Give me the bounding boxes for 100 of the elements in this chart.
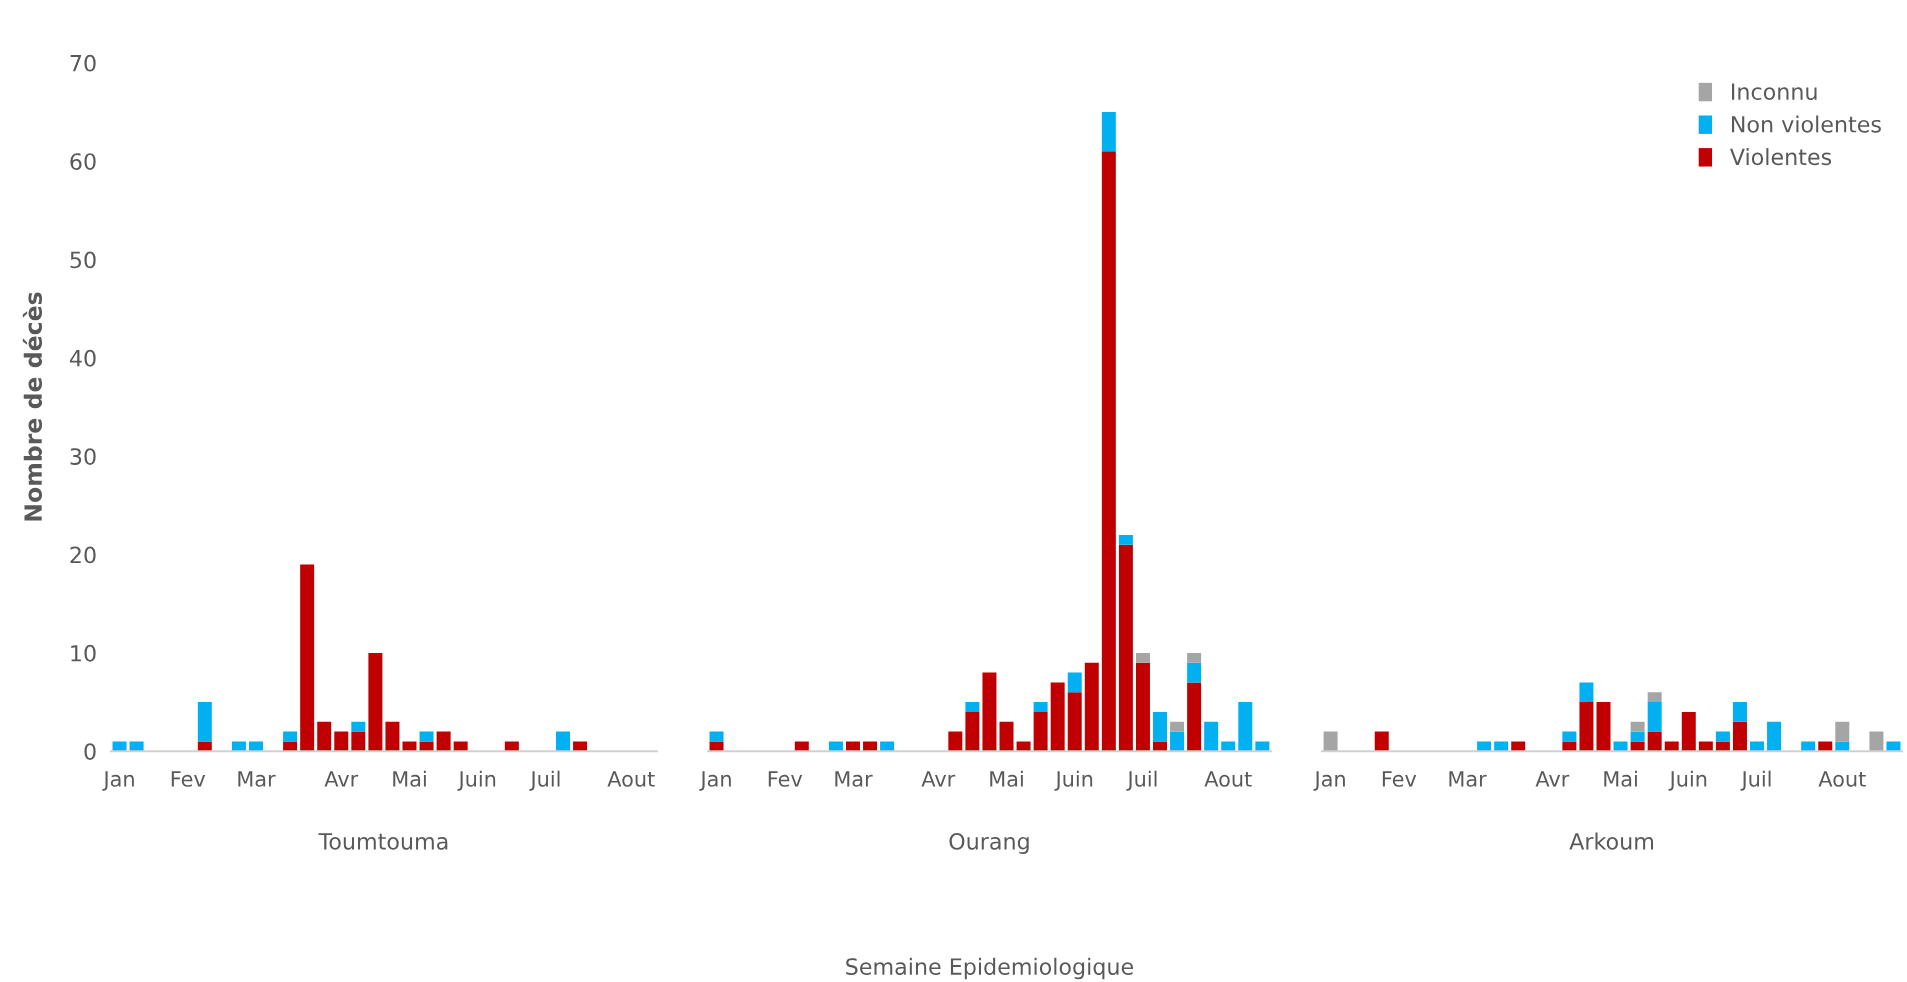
bar — [1050, 682, 1065, 752]
y-tick-label: 70 — [70, 54, 96, 72]
bar — [1562, 741, 1577, 752]
bar — [1067, 672, 1082, 693]
bar — [965, 711, 980, 752]
bar — [982, 672, 997, 752]
bar — [419, 731, 434, 742]
bar — [504, 741, 519, 752]
x-tick-label: Aout — [1204, 771, 1252, 787]
y-tick-label: 60 — [70, 153, 96, 170]
x-tick-label: Fev — [768, 771, 803, 787]
bar — [231, 741, 246, 752]
bar — [1170, 721, 1185, 732]
bar — [1187, 662, 1202, 683]
legend-label: Violentes — [1729, 148, 1832, 166]
x-tick-label: Juil — [1740, 770, 1771, 791]
bar — [1732, 702, 1747, 722]
bar — [1187, 682, 1202, 752]
bar — [283, 741, 298, 752]
bar — [129, 741, 144, 752]
y-tick-label: 10 — [71, 644, 96, 662]
bar — [1698, 741, 1713, 752]
bar — [794, 741, 809, 752]
bar — [1664, 741, 1679, 752]
x-tick-label: Juin — [1054, 770, 1093, 791]
bar — [1221, 741, 1236, 752]
bar — [1732, 721, 1747, 752]
x-tick-label: Mar — [238, 771, 276, 787]
bar — [863, 741, 878, 752]
bar — [1135, 662, 1150, 752]
bar — [197, 702, 212, 742]
bar — [1647, 731, 1662, 752]
bar — [1255, 741, 1270, 752]
bar — [1750, 741, 1765, 752]
bar — [965, 702, 980, 712]
bar — [317, 721, 332, 752]
x-tick-label: Avr — [324, 771, 359, 787]
bar — [828, 741, 843, 752]
y-tick-label: 40 — [69, 349, 96, 367]
bar — [1715, 741, 1730, 752]
bar — [300, 564, 315, 752]
bar — [709, 741, 724, 752]
bar — [1562, 731, 1577, 742]
bar — [1170, 731, 1185, 752]
bar — [1630, 731, 1645, 742]
bar — [248, 741, 263, 752]
x-axis-title: Toumtouma — [318, 833, 448, 850]
bar — [351, 731, 366, 752]
y-tick-label: 30 — [70, 448, 96, 465]
x-tick-label: Fev — [171, 771, 206, 787]
bar — [1323, 731, 1338, 752]
bar — [1067, 692, 1082, 752]
bar — [1374, 731, 1389, 752]
bar — [1033, 702, 1048, 712]
bar — [197, 741, 212, 752]
bar — [1818, 741, 1833, 752]
bar — [334, 731, 349, 752]
bar — [1153, 711, 1168, 742]
bar — [1477, 741, 1492, 752]
bar — [1511, 741, 1526, 752]
text: Semaine Epidemiologique — [846, 957, 1133, 980]
x-tick-label: Juin — [1668, 770, 1707, 791]
x-tick-label: Jan — [1313, 771, 1345, 791]
bar — [1084, 662, 1099, 752]
bar — [385, 721, 400, 752]
bar — [1033, 711, 1048, 752]
bar — [1681, 711, 1696, 752]
bar — [556, 731, 571, 752]
bar — [368, 652, 383, 752]
x-axis-title: Ourang — [949, 832, 1029, 855]
x-tick-label: Aout — [1818, 771, 1866, 787]
bar — [880, 741, 895, 752]
bar — [1886, 741, 1901, 752]
bar — [1101, 112, 1116, 152]
x-tick-label: Mar — [1449, 771, 1487, 787]
x-tick-label: Avr — [1535, 771, 1570, 787]
bar — [1630, 721, 1645, 732]
x-axis-title: Arkoum — [1569, 832, 1654, 850]
bar — [283, 731, 298, 742]
bar — [1579, 682, 1594, 703]
bar — [1118, 534, 1133, 545]
bar — [1153, 741, 1168, 752]
legend-label: Non violentes — [1732, 115, 1881, 133]
bar — [709, 731, 724, 742]
bar — [1596, 702, 1611, 752]
x-tick-label: Juil — [1126, 770, 1157, 791]
bar — [1835, 721, 1850, 742]
bar — [845, 741, 860, 752]
bar — [1715, 731, 1730, 742]
bar — [1767, 721, 1782, 752]
bar — [1118, 544, 1133, 752]
y-axis-title: Nombre de décès — [22, 292, 43, 521]
bar — [1187, 652, 1202, 663]
x-tick-label: Avr — [921, 771, 956, 787]
bar — [1801, 741, 1816, 752]
bar — [1238, 702, 1253, 752]
bar — [1579, 702, 1594, 752]
y-tick-label: 20 — [70, 546, 96, 564]
bar — [1835, 741, 1850, 752]
bar — [1101, 151, 1116, 752]
